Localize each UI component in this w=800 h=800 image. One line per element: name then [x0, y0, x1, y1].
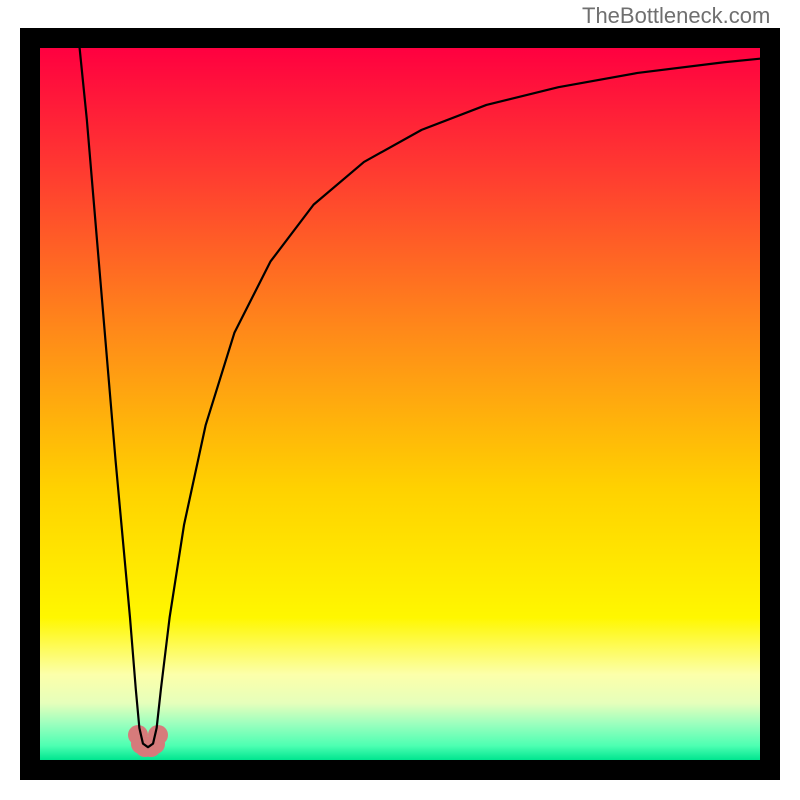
- chart-container: TheBottleneck.com: [0, 0, 800, 800]
- bottleneck-curve: [0, 0, 800, 800]
- watermark-text: TheBottleneck.com: [582, 3, 770, 29]
